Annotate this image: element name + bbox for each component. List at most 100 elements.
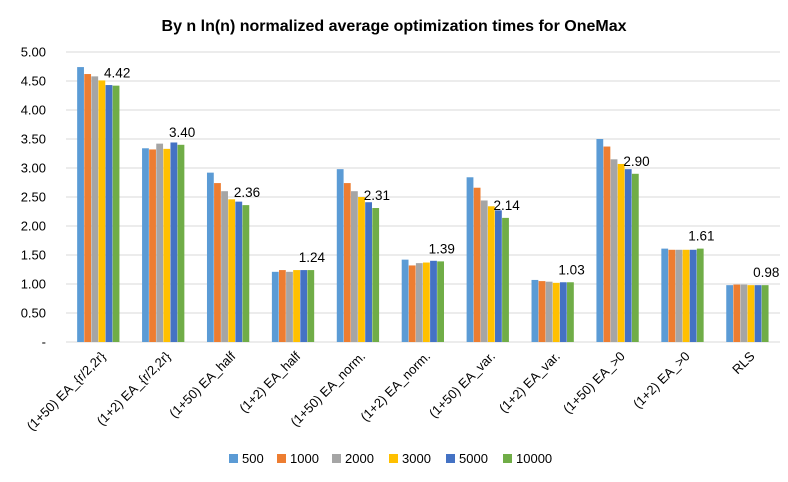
- bar-3000-3: [293, 270, 300, 342]
- y-tick-label: 4.00: [21, 103, 46, 118]
- bar-500-5: [401, 259, 409, 342]
- bar-500-2: [206, 172, 214, 342]
- bar-2000-5: [415, 263, 423, 342]
- bar-1000-10: [733, 284, 741, 342]
- bar-5000-5: [430, 260, 437, 342]
- bar-5000-9: [689, 249, 697, 342]
- legend-label-10000: 10000: [516, 451, 552, 466]
- bar-2000-9: [675, 249, 683, 342]
- bar-2000-6: [480, 200, 488, 342]
- bar-3000-10: [747, 285, 755, 342]
- data-label: 3.40: [169, 125, 195, 140]
- bar-1000-9: [668, 249, 676, 342]
- legend-swatch-500: [229, 454, 238, 463]
- y-tick-label: -: [42, 335, 46, 350]
- bar-5000-8: [624, 169, 632, 342]
- bar-10000-1: [177, 144, 185, 342]
- bar-2000-8: [610, 159, 618, 342]
- bar-10000-10: [761, 285, 769, 342]
- bar-3000-1: [163, 148, 171, 342]
- bar-10000-0: [112, 85, 120, 342]
- bar-1000-1: [149, 149, 156, 342]
- bar-5000-2: [235, 201, 243, 342]
- bar-10000-5: [437, 261, 444, 342]
- bar-1000-4: [343, 183, 351, 342]
- bar-3000-9: [682, 249, 690, 342]
- y-axis: - 0.50 1.00 1.50 2.00 2.50 3.00 3.50 4.00 4.50 5.0…: [21, 45, 46, 350]
- bar-1000-0: [84, 74, 92, 342]
- bar-10000-4: [372, 208, 380, 342]
- bar-500-10: [726, 285, 734, 342]
- bar-500-4: [336, 169, 344, 342]
- bar-10000-7: [567, 282, 574, 342]
- bar-5000-4: [365, 202, 372, 342]
- bar-500-0: [77, 67, 84, 342]
- data-label: 2.31: [364, 188, 390, 203]
- bar-10000-2: [242, 205, 250, 342]
- bar-10000-9: [696, 248, 704, 342]
- bar-500-8: [596, 139, 604, 342]
- bar-500-9: [661, 248, 669, 342]
- data-label: 2.14: [494, 198, 521, 213]
- y-tick-label: 2.50: [21, 190, 46, 205]
- bar-3000-6: [487, 206, 495, 342]
- legend-swatch-5000: [446, 454, 455, 463]
- data-label: 1.03: [558, 262, 584, 277]
- bar-1000-2: [214, 183, 221, 342]
- bar-2000-0: [91, 76, 99, 343]
- bars: [77, 67, 769, 343]
- y-tick-label: 1.50: [21, 248, 46, 263]
- legend-label-1000: 1000: [290, 451, 319, 466]
- legend-swatch-10000: [503, 454, 512, 463]
- legend-swatch-3000: [389, 454, 398, 463]
- bar-2000-4: [350, 191, 358, 342]
- bar-1000-6: [473, 187, 481, 342]
- legend-swatch-2000: [332, 454, 341, 463]
- bar-500-3: [271, 271, 279, 342]
- bar-2000-10: [740, 284, 748, 342]
- y-tick-label: 3.00: [21, 161, 46, 176]
- data-label: 2.90: [623, 154, 649, 169]
- bar-5000-10: [754, 285, 762, 342]
- bar-2000-7: [545, 281, 553, 342]
- y-tick-label: 1.00: [21, 277, 46, 292]
- bar-1000-8: [603, 146, 611, 342]
- legend-label-500: 500: [242, 451, 264, 466]
- bar-5000-3: [300, 270, 308, 342]
- bar-1000-7: [538, 281, 546, 342]
- data-label: 2.36: [234, 185, 260, 200]
- bar-5000-6: [495, 210, 502, 342]
- bar-10000-8: [631, 173, 639, 342]
- bar-2000-1: [156, 143, 164, 342]
- bar-2000-2: [221, 191, 228, 342]
- chart-title: By n ln(n) normalized average optimizati…: [162, 18, 627, 35]
- bar-3000-5: [423, 262, 430, 342]
- bar-500-7: [531, 279, 539, 342]
- bar-1000-5: [408, 265, 416, 342]
- y-tick-label: 5.00: [21, 45, 46, 60]
- data-label: 1.39: [429, 241, 455, 256]
- bar-3000-7: [552, 282, 560, 342]
- y-tick-label: 4.50: [21, 74, 46, 89]
- bar-10000-6: [502, 217, 509, 342]
- legend-swatch-1000: [277, 454, 286, 463]
- y-tick-label: 3.50: [21, 132, 46, 147]
- data-label: 1.24: [299, 250, 326, 265]
- data-labels: 4.42 3.40 2.36 1.24 2.31 1.39 2.14 1.03 2.90 1.61…: [104, 66, 779, 281]
- bar-3000-4: [358, 197, 365, 342]
- data-label: 0.98: [753, 265, 779, 280]
- bar-3000-8: [617, 163, 625, 342]
- bar-5000-0: [105, 85, 113, 342]
- data-label: 1.61: [688, 229, 714, 244]
- bar-5000-7: [559, 282, 567, 342]
- legend-label-5000: 5000: [459, 451, 488, 466]
- bar-3000-2: [228, 199, 236, 342]
- legend: 500 1000 2000 3000 5000 10000: [229, 451, 552, 466]
- data-label: 4.42: [104, 66, 130, 81]
- bar-500-1: [142, 148, 149, 342]
- legend-label-3000: 3000: [402, 451, 431, 466]
- bar-1000-3: [278, 270, 286, 342]
